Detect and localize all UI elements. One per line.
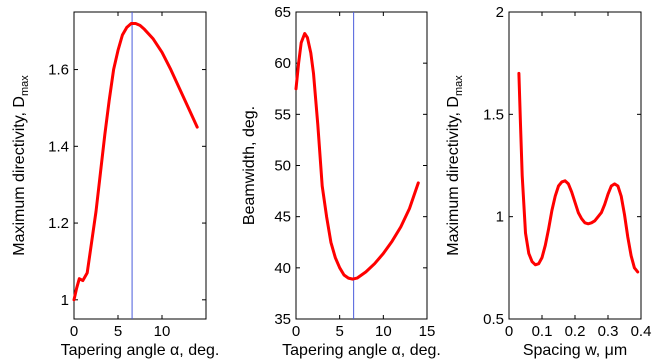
y-axis-label: Maximum directivity, Dmax	[11, 75, 31, 256]
x-axis-label: Tapering angle α, deg.	[282, 342, 441, 359]
y-tick-label: 35	[274, 311, 291, 328]
y-tick-label: 55	[274, 106, 291, 123]
series-line	[72, 22, 199, 302]
y-axis-label: Beamwidth, deg.	[241, 106, 258, 225]
chart-panel-1: 0 5 10 1 1.2 1.4 1.6 Tapering angle α, deg. Maxi…	[11, 11, 220, 359]
series-line	[517, 71, 640, 274]
y-axis-label: Maximum directivity, Dmax	[445, 75, 465, 256]
y-tick-label: 60	[274, 55, 291, 72]
x-tick-label: 5	[114, 323, 122, 340]
x-axis-label: Spacing w, μm	[523, 342, 627, 359]
y-tick-label: 1.6	[48, 62, 69, 79]
plot-frame	[295, 11, 428, 320]
chart-panel-2: 0 5 10 15 35 40 45 50 55 60 65 Tapering angle α, de…	[241, 4, 441, 359]
chart-panel-3: 0 0.1 0.2 0.3 0.4 0.5 1 1.5 2 Spacing w, μm Maximu…	[445, 4, 651, 359]
x-tick-label: 10	[375, 323, 392, 340]
y-tick-label: 45	[274, 209, 291, 226]
plot-frame	[508, 11, 642, 320]
y-tick-label: 40	[274, 260, 291, 277]
y-tick-label: 1	[496, 209, 504, 226]
y-tick-label: 0.5	[483, 311, 504, 328]
y-tick-label: 1.4	[48, 138, 69, 155]
x-tick-label: 0	[292, 323, 300, 340]
x-tick-label: 0	[70, 323, 78, 340]
x-tick-label: 5	[335, 323, 343, 340]
x-tick-label: 0.1	[532, 323, 553, 340]
x-axis-label: Tapering angle α, deg.	[61, 342, 220, 359]
series-line	[294, 32, 420, 281]
x-tick-label: 0.2	[565, 323, 586, 340]
x-tick-label: 10	[154, 323, 171, 340]
x-tick-label: 0.3	[598, 323, 619, 340]
y-tick-label: 65	[274, 4, 291, 21]
y-tick-label: 50	[274, 158, 291, 175]
y-tick-label: 1	[61, 292, 69, 309]
x-tick-label: 0	[505, 323, 513, 340]
plot-frame	[73, 11, 207, 320]
x-tick-label: 0.4	[631, 323, 652, 340]
x-tick-label: 15	[419, 323, 436, 340]
y-tick-label: 1.5	[483, 106, 504, 123]
y-tick-label: 1.2	[48, 215, 69, 232]
y-tick-label: 2	[496, 4, 504, 21]
